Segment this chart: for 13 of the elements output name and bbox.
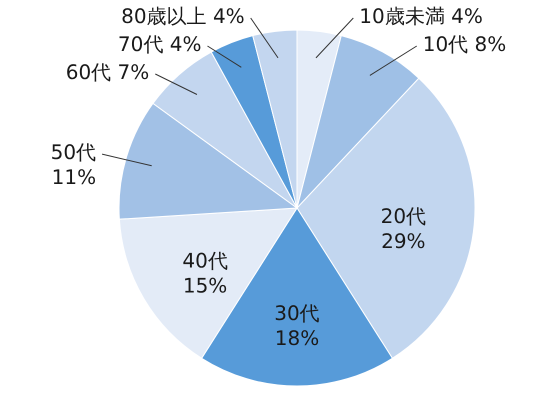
- data-label: 11%: [52, 165, 96, 190]
- slice-label: 60代 7%: [66, 60, 150, 84]
- data-label: 15%: [182, 273, 228, 298]
- slice-label: 70代 4%: [118, 32, 202, 56]
- slice-label: 50代: [50, 140, 96, 164]
- data-label: 29%: [381, 229, 426, 254]
- slice-label: 10代 8%: [422, 32, 506, 56]
- slice-label: 80歳以上 4%: [121, 4, 245, 28]
- slice-label: 40代: [182, 248, 228, 272]
- slice-label: 20代: [380, 204, 426, 228]
- slice-label: 10歳未満 4%: [359, 4, 483, 28]
- data-label: 18%: [274, 326, 320, 350]
- slice-label: 30代: [274, 300, 320, 325]
